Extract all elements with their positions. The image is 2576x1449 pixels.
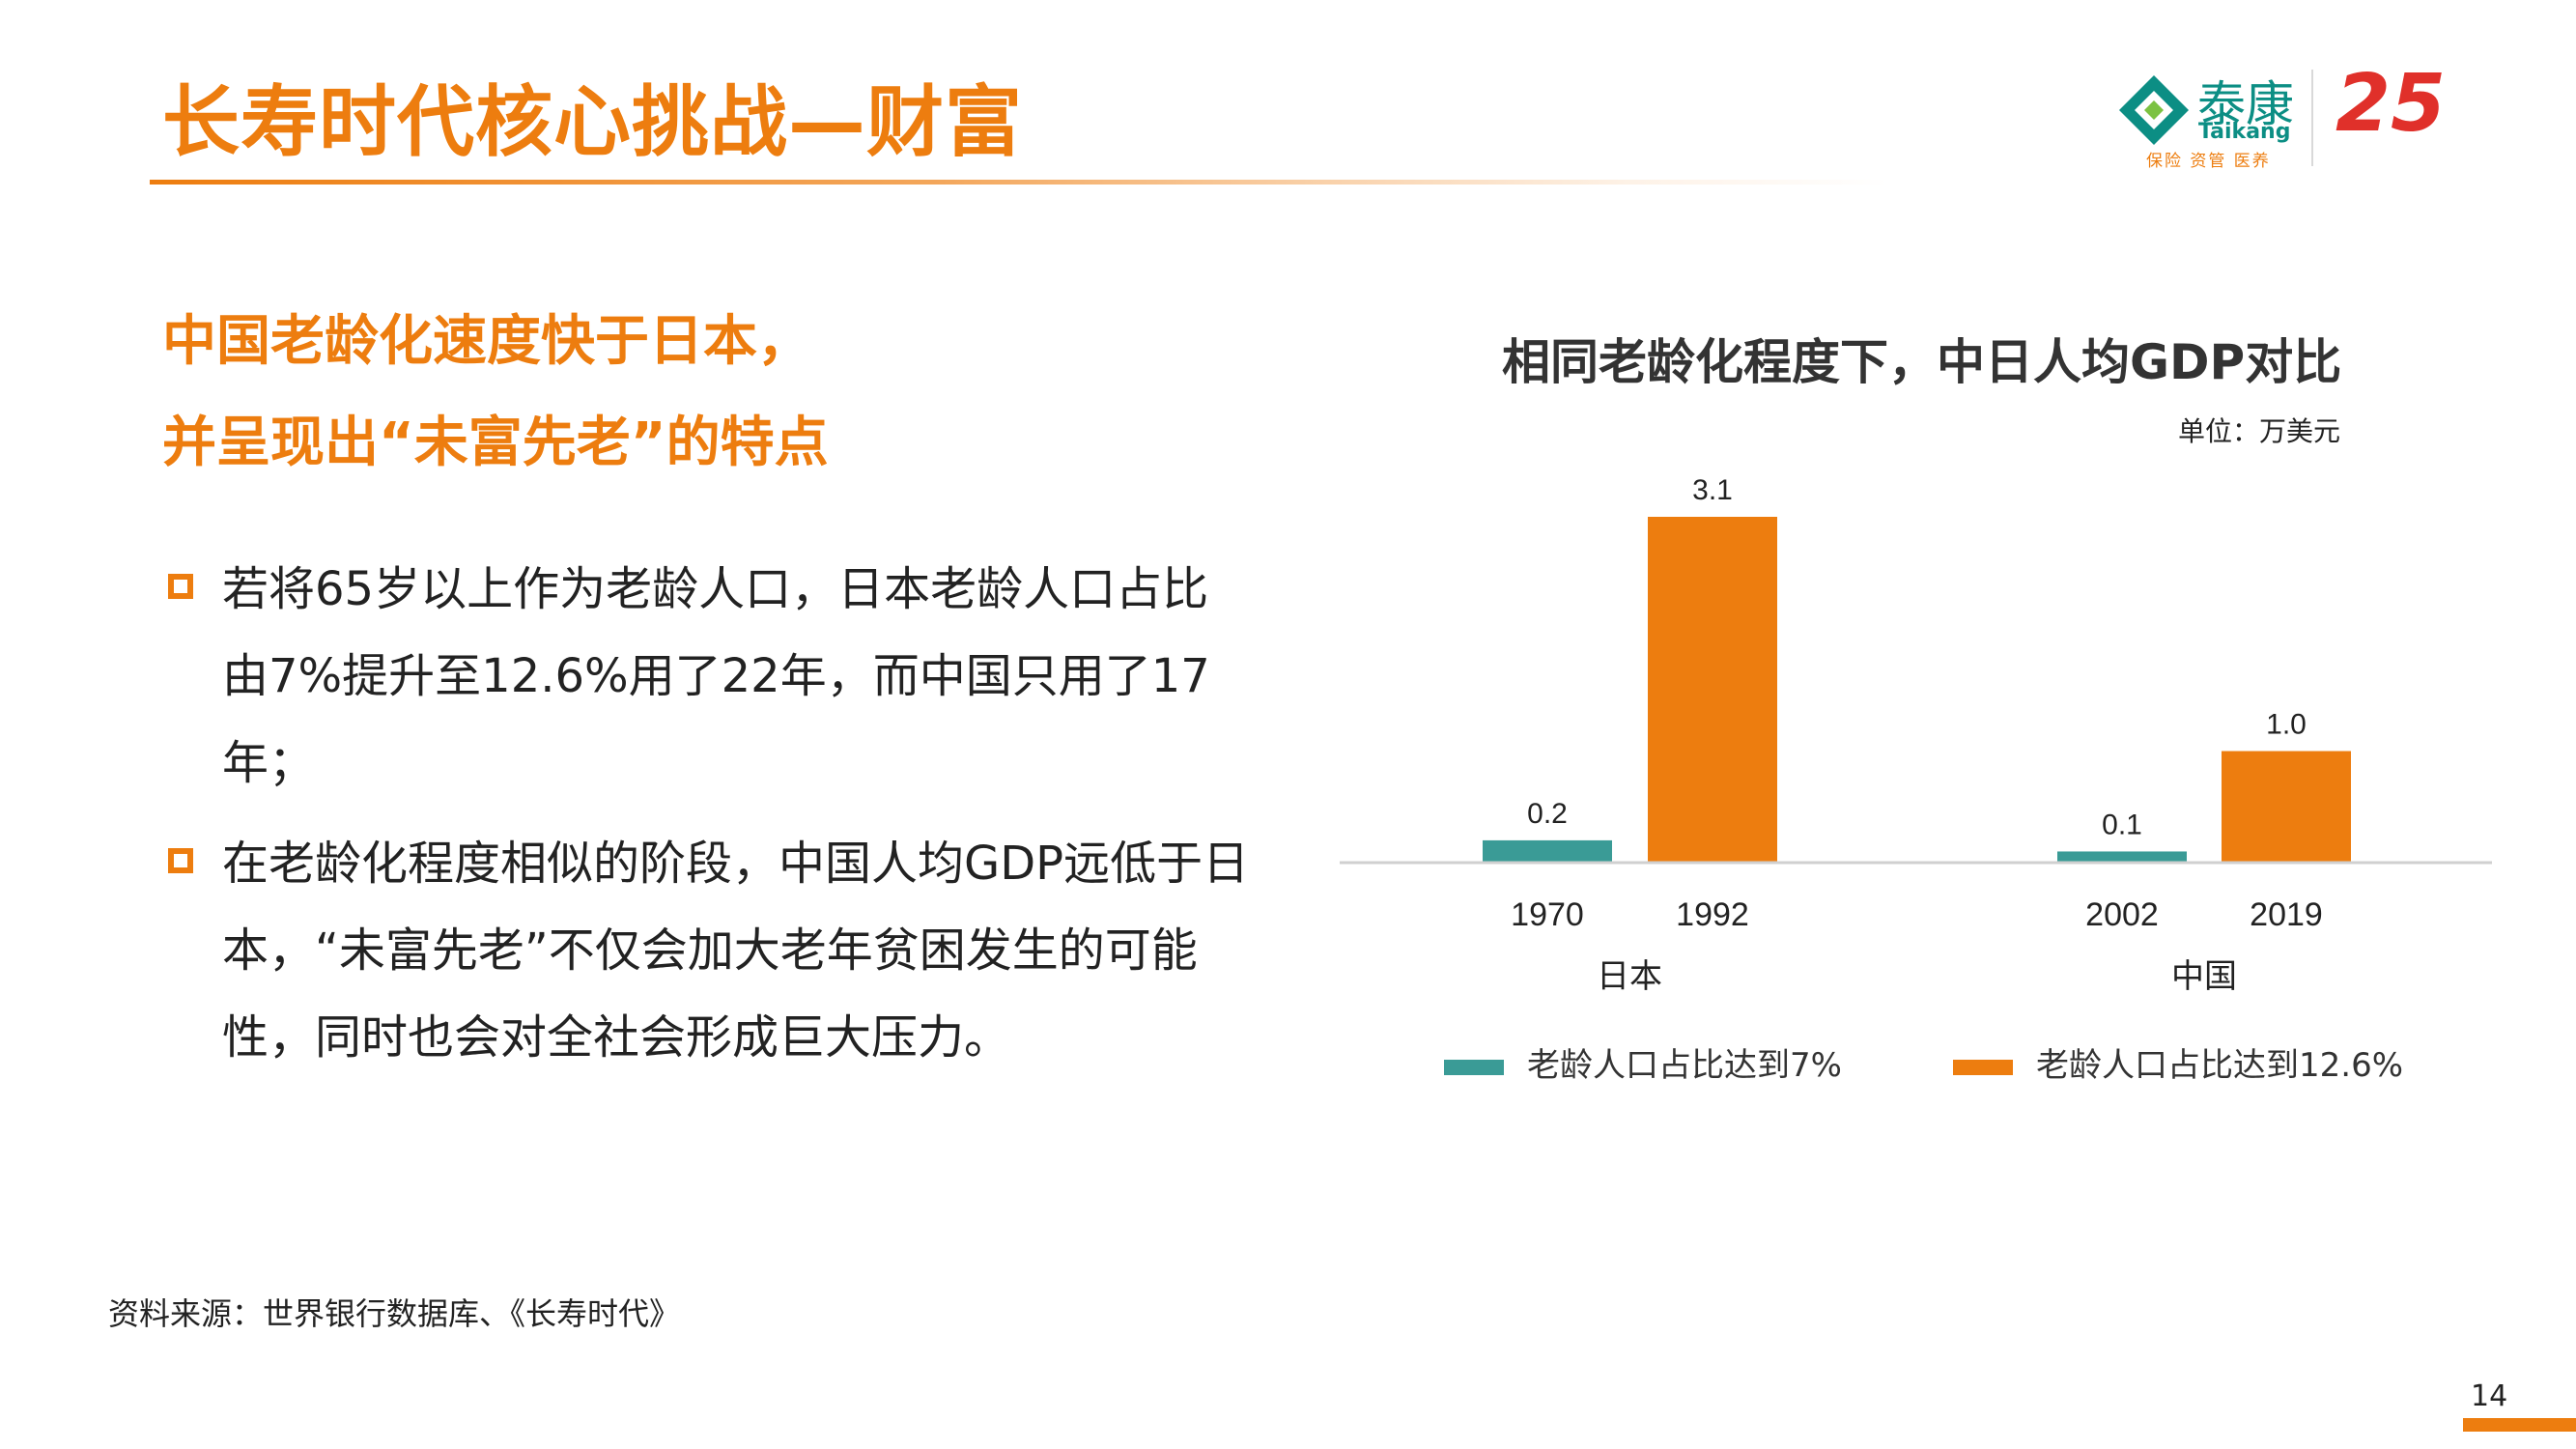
x-tick-label-1970: 1970 bbox=[1511, 896, 1584, 933]
title-divider bbox=[150, 180, 1888, 185]
anniversary-logo: 25 bbox=[2335, 58, 2447, 150]
x-tick-label-2002: 2002 bbox=[2085, 896, 2159, 933]
bar-1992 bbox=[1648, 517, 1777, 863]
x-tick-label-1992: 1992 bbox=[1676, 896, 1749, 933]
logo-divider bbox=[2311, 70, 2313, 166]
bullet-list: 若将65岁以上作为老龄人口，日本老龄人口占比由7%提升至12.6%用了22年，而… bbox=[162, 546, 1254, 1081]
bullet-square-icon bbox=[168, 848, 193, 873]
legend-item-7pct: 老龄人口占比达到7% bbox=[1444, 1038, 1842, 1086]
legend-item-12-6pct: 老龄人口占比达到12.6% bbox=[1953, 1038, 2403, 1086]
legend-label: 老龄人口占比达到12.6% bbox=[2036, 1046, 2404, 1085]
subtitle-line-1: 中国老龄化速度快于日本， bbox=[162, 310, 811, 373]
data-label-2002: 0.1 bbox=[2102, 809, 2142, 840]
bullet-text: 在老龄化程度相似的阶段，中国人均GDP远低于日本，“未富先老”不仅会加大老年贫困… bbox=[222, 837, 1250, 1065]
source-note: 资料来源：世界银行数据库、《长寿时代》 bbox=[108, 1295, 681, 1332]
page-accent-bar bbox=[2463, 1418, 2576, 1432]
logo-name-cn: 泰康 bbox=[2197, 76, 2294, 132]
bar-2002 bbox=[2057, 851, 2187, 863]
bullet-item: 若将65岁以上作为老龄人口，日本老龄人口占比由7%提升至12.6%用了22年，而… bbox=[162, 546, 1254, 807]
data-label-1970: 0.2 bbox=[1527, 798, 1568, 830]
legend-label: 老龄人口占比达到7% bbox=[1527, 1046, 1842, 1085]
page-number: 14 bbox=[2471, 1379, 2508, 1413]
bullet-item: 在老龄化程度相似的阶段，中国人均GDP远低于日本，“未富先老”不仅会加大老年贫困… bbox=[162, 820, 1254, 1081]
chart-title: 相同老龄化程度下，中日人均GDP对比 bbox=[1502, 334, 2342, 390]
x-tick-label-2019: 2019 bbox=[2250, 896, 2323, 933]
legend-swatch bbox=[1444, 1059, 1504, 1075]
bar-2019 bbox=[2222, 751, 2351, 863]
data-label-1992: 3.1 bbox=[1692, 474, 1733, 506]
chart-unit-label: 单位：万美元 bbox=[2178, 415, 2341, 447]
bullet-square-icon bbox=[168, 574, 193, 599]
group-label: 中国 bbox=[2171, 957, 2237, 996]
subtitle-line-2: 并呈现出“未富先老”的特点 bbox=[162, 412, 829, 474]
data-label-2019: 1.0 bbox=[2266, 709, 2307, 741]
logo-tagline: 保险 资管 医养 bbox=[2146, 152, 2271, 171]
taikang-diamond-icon bbox=[2119, 75, 2189, 145]
bar-1970 bbox=[1483, 839, 1612, 863]
legend-swatch bbox=[1953, 1059, 2013, 1075]
logo-name-en: Taikang bbox=[2198, 120, 2291, 144]
group-label: 日本 bbox=[1597, 957, 1662, 996]
page-title: 长寿时代核心挑战—财富 bbox=[162, 77, 1023, 167]
bullet-text: 若将65岁以上作为老龄人口，日本老龄人口占比由7%提升至12.6%用了22年，而… bbox=[222, 562, 1210, 790]
